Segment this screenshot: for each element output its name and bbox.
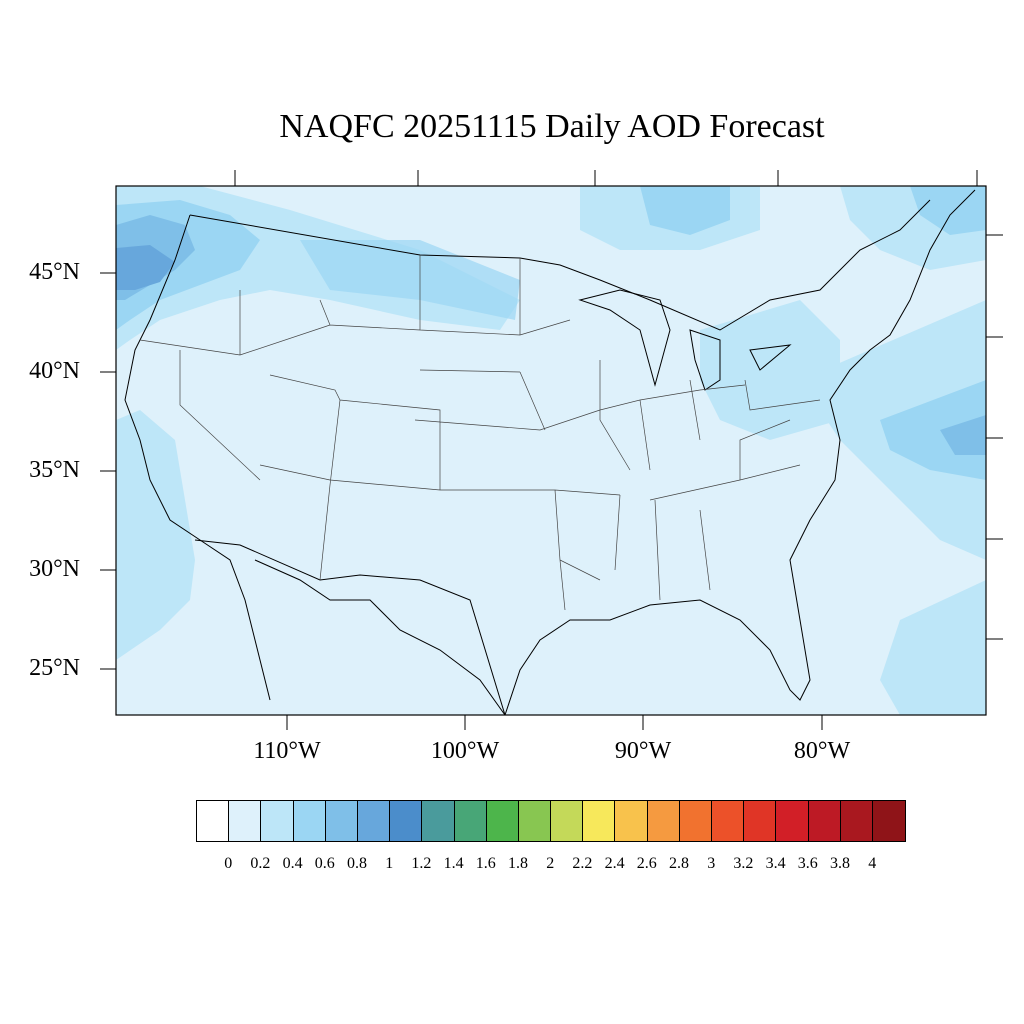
aod-region-ohio-valley <box>700 300 840 440</box>
colorbar-label: 2.8 <box>669 855 689 872</box>
map-title: NAQFC 20251115 Daily AOD Forecast <box>279 108 825 145</box>
aod-region-plains <box>300 240 520 320</box>
colorbar-swatch <box>615 801 648 841</box>
colorbar-swatch <box>197 801 230 841</box>
colorbar-swatch <box>744 801 777 841</box>
colorbar-swatch <box>712 801 745 841</box>
aod-region-caribbean <box>880 580 986 715</box>
colorbar-swatch <box>647 801 680 841</box>
colorbar-swatch <box>261 801 294 841</box>
colorbar-swatch <box>357 801 391 841</box>
colorbar-label: 0.2 <box>250 855 271 872</box>
colorbar <box>196 800 907 842</box>
colorbar-swatch <box>325 801 358 841</box>
map-frame <box>115 185 987 716</box>
colorbar-label: 1.6 <box>475 855 496 872</box>
colorbar-swatch <box>776 801 809 841</box>
colorbar-label: 0.6 <box>314 855 335 872</box>
lon-label-80w: 80°W <box>793 738 851 764</box>
colorbar-label: 1.8 <box>508 855 528 872</box>
colorbar-swatch <box>583 801 616 841</box>
border-canada <box>189 199 931 331</box>
colorbar-label: 1.2 <box>411 855 432 872</box>
colorbar-swatch <box>872 801 906 841</box>
great-lakes <box>578 289 792 391</box>
lat-label-35: 35°N <box>29 457 80 483</box>
lat-label-30: 30°N <box>29 556 80 582</box>
colorbar-label: 0 <box>224 855 233 872</box>
colorbar-swatch <box>390 801 423 841</box>
border-mexico <box>194 539 506 715</box>
aod-region-pacific-nw-max <box>116 245 175 290</box>
colorbar-swatch <box>808 801 841 841</box>
colorbar-label: 2.4 <box>604 855 625 872</box>
lat-label-40: 40°N <box>29 358 80 384</box>
lat-label-25: 25°N <box>29 655 80 681</box>
state-borders <box>139 255 821 611</box>
colorbar-label: 2 <box>546 855 555 872</box>
colorbar-swatch <box>229 801 262 841</box>
coastline-us <box>124 189 976 715</box>
colorbar-swatch <box>454 801 487 841</box>
colorbar-label: 1 <box>385 855 394 872</box>
colorbar-swatch <box>551 801 584 841</box>
aod-region-canada-core <box>640 186 730 235</box>
lon-label-100w: 100°W <box>430 738 500 764</box>
colorbar-label: 1.4 <box>443 855 464 872</box>
colorbar-swatch <box>293 801 326 841</box>
colorbar-label: 3.8 <box>830 855 850 872</box>
lon-label-90w: 90°W <box>614 738 672 764</box>
colorbar-swatch <box>840 801 873 841</box>
colorbar-label: 2.6 <box>636 855 657 872</box>
colorbar-swatch <box>486 801 519 841</box>
colorbar-label: 3.2 <box>733 855 754 872</box>
colorbar-label: 3 <box>707 855 716 872</box>
lat-label-45: 45°N <box>29 259 80 285</box>
colorbar-label: 0.8 <box>347 855 367 872</box>
colorbar-label: 3.4 <box>765 855 786 872</box>
colorbar-label: 2.2 <box>572 855 593 872</box>
colorbar-label: 3.6 <box>797 855 818 872</box>
colorbar-label: 4 <box>868 855 877 872</box>
colorbar-label: 0.4 <box>282 855 303 872</box>
colorbar-swatch <box>518 801 552 841</box>
colorbar-swatch <box>679 801 712 841</box>
aod-region-pacific-coast <box>116 410 195 660</box>
aod-region-atlantic-peak <box>940 415 986 455</box>
colorbar-swatch <box>422 801 455 841</box>
lon-label-110w: 110°W <box>253 738 321 764</box>
